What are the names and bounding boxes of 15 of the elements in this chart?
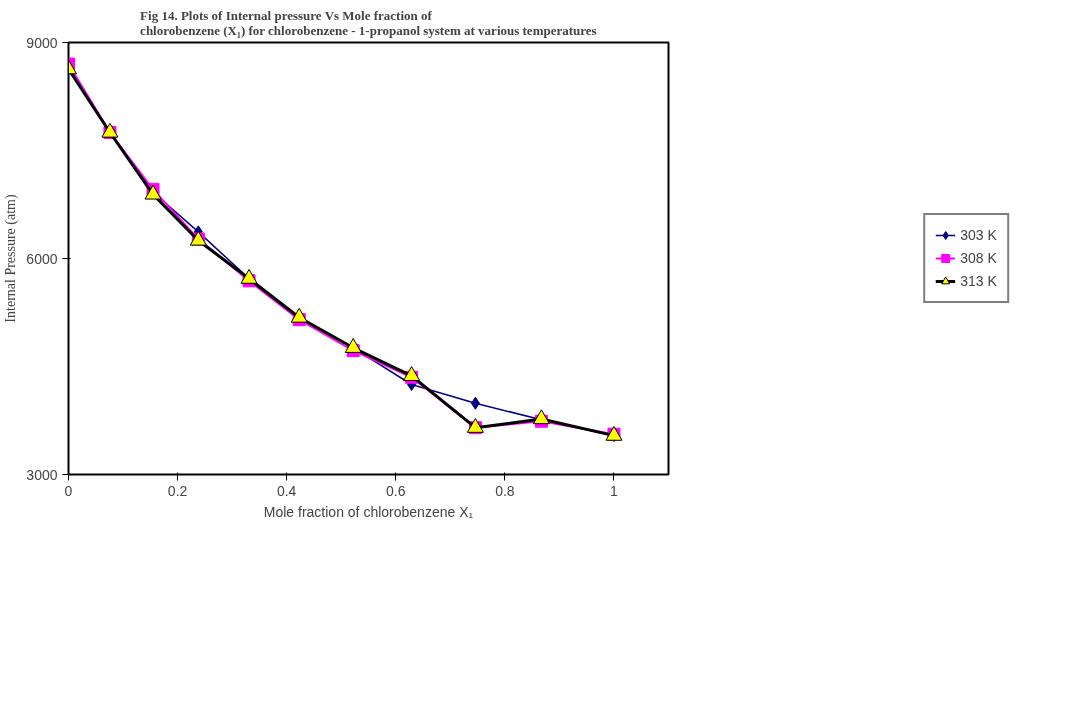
chart-title: Fig 14. Plots of Internal pressure Vs Mole fraction of chlorobenzene (X₁) for chlorobenzene - 1-propanol system at various temperatures: [140, 7, 597, 38]
y-axis-title: Internal Pressure (atm): [3, 194, 20, 323]
legend-label: 308 K: [960, 250, 997, 266]
x-tick-label: 0.2: [167, 482, 188, 499]
y-tick-label: 6000: [26, 250, 58, 267]
x-tick-label: 0.8: [495, 482, 515, 499]
y-tick-label: 9000: [26, 34, 58, 51]
x-axis-title: Mole fraction of chlorobenzene X₁: [263, 503, 474, 520]
x-tick-label: 0: [64, 482, 73, 499]
legend-label: 303 K: [960, 227, 997, 243]
x-tick-label: 0.4: [276, 482, 297, 499]
y-tick-label: 3000: [26, 466, 58, 483]
x-tick-label: 0.6: [386, 482, 406, 499]
legend-label: 313 K: [960, 273, 997, 289]
x-tick-label: 1: [610, 482, 619, 499]
